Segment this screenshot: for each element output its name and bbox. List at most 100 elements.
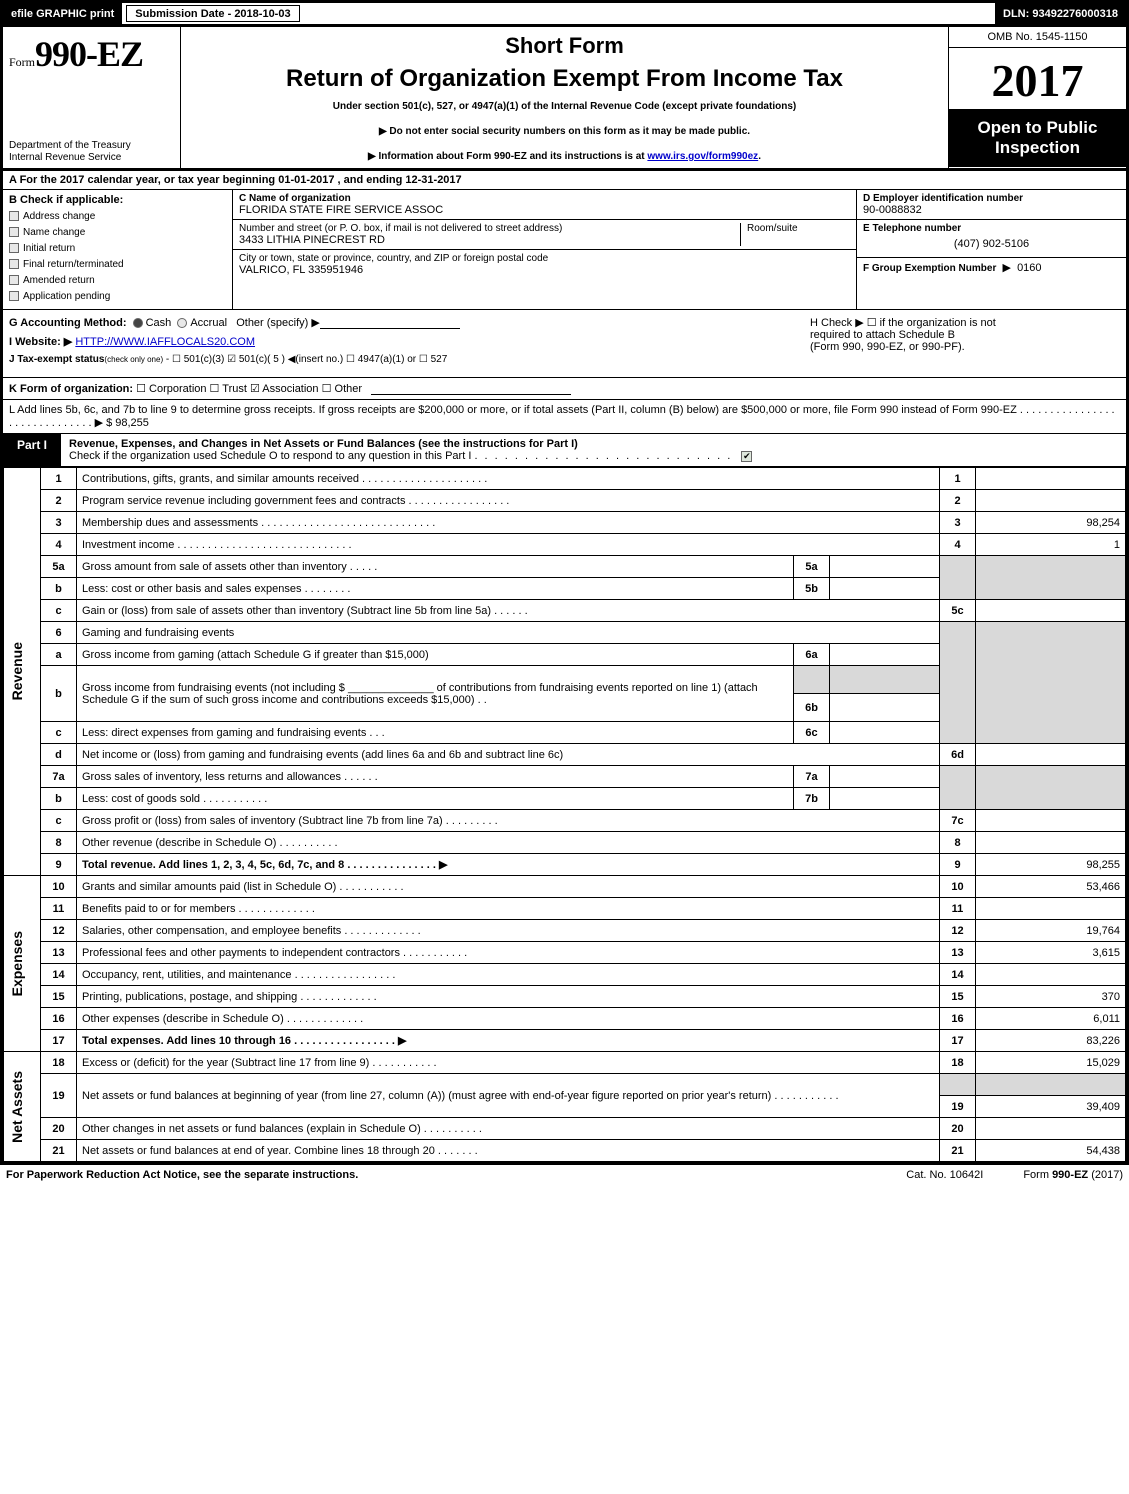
table-row: 11 Benefits paid to or for members . . .… (4, 898, 1126, 920)
line-desc: Less: cost of goods sold . . . . . . . .… (77, 788, 794, 810)
chk-application-pending[interactable]: Application pending (9, 289, 226, 305)
c-street-label: Number and street (or P. O. box, if mail… (239, 223, 740, 234)
chk-label: Name change (23, 227, 85, 238)
line-ref: 19 (940, 1096, 976, 1118)
line-desc: Benefits paid to or for members . . . . … (77, 898, 940, 920)
line-ref: 4 (940, 534, 976, 556)
footer-paperwork: For Paperwork Reduction Act Notice, see … (6, 1169, 358, 1181)
grey-cell (940, 556, 976, 600)
form-990ez-page: efile GRAPHIC print Submission Date - 20… (0, 0, 1129, 1165)
chk-name-change[interactable]: Name change (9, 225, 226, 241)
chk-label: Initial return (23, 243, 75, 254)
line-amount (976, 468, 1126, 490)
c-city: City or town, state or province, country… (233, 250, 856, 279)
table-row: Expenses 10 Grants and similar amounts p… (4, 876, 1126, 898)
submission-date: Submission Date - 2018-10-03 (126, 5, 299, 22)
table-row: c Gain or (loss) from sale of assets oth… (4, 600, 1126, 622)
subline-amount (830, 722, 940, 744)
line-ref: 1 (940, 468, 976, 490)
k-other-line[interactable] (371, 383, 571, 395)
line-desc: Less: cost or other basis and sales expe… (77, 578, 794, 600)
note2-post: . (758, 151, 761, 162)
line-num: 1 (41, 468, 77, 490)
netassets-label: Net Assets (9, 1071, 35, 1143)
line-desc: Gross sales of inventory, less returns a… (77, 766, 794, 788)
line-desc: Grants and similar amounts paid (list in… (77, 876, 940, 898)
part-i-checkbox-icon[interactable] (741, 451, 752, 462)
table-row: 2 Program service revenue including gove… (4, 490, 1126, 512)
chk-address-change[interactable]: Address change (9, 209, 226, 225)
line-ref: 14 (940, 964, 976, 986)
line-desc: Program service revenue including govern… (77, 490, 940, 512)
line-ref: 13 (940, 942, 976, 964)
line-num: 19 (41, 1074, 77, 1118)
line-amount: 370 (976, 986, 1126, 1008)
g-other-line[interactable] (320, 317, 460, 329)
c-room-suite: Room/suite (740, 223, 850, 246)
line-num: 14 (41, 964, 77, 986)
line-desc: Professional fees and other payments to … (77, 942, 940, 964)
line-amount: 54,438 (976, 1140, 1126, 1162)
table-row: 14 Occupancy, rent, utilities, and maint… (4, 964, 1126, 986)
checkbox-icon (9, 275, 19, 285)
table-row: c Gross profit or (loss) from sales of i… (4, 810, 1126, 832)
chk-initial-return[interactable]: Initial return (9, 241, 226, 257)
line-amount: 15,029 (976, 1052, 1126, 1074)
line-amount (976, 810, 1126, 832)
part-i-header: Part I Revenue, Expenses, and Changes in… (3, 434, 1126, 467)
section-c: C Name of organization FLORIDA STATE FIR… (233, 190, 856, 309)
open-to-public: Open to Public Inspection (949, 110, 1126, 167)
table-row: 4 Investment income . . . . . . . . . . … (4, 534, 1126, 556)
c-name-label: C Name of organization (239, 193, 443, 204)
chk-label: Application pending (23, 291, 110, 302)
l-gross-receipts: L Add lines 5b, 6c, and 7b to line 9 to … (3, 400, 1126, 434)
j-label: J Tax-exempt status (9, 354, 104, 365)
e-value: (407) 902-5106 (863, 234, 1120, 254)
line-ref: 9 (940, 854, 976, 876)
subline-amount (830, 556, 940, 578)
revenue-label: Revenue (9, 642, 35, 700)
chk-amended-return[interactable]: Amended return (9, 273, 226, 289)
table-row: 8 Other revenue (describe in Schedule O)… (4, 832, 1126, 854)
chk-final-return[interactable]: Final return/terminated (9, 257, 226, 273)
form-prefix: Form (9, 55, 35, 69)
table-row: 19 Net assets or fund balances at beginn… (4, 1074, 1126, 1096)
line-amount (976, 490, 1126, 512)
g-other: Other (specify) ▶ (236, 317, 320, 329)
line-amount: 98,255 (976, 854, 1126, 876)
line-ref: 20 (940, 1118, 976, 1140)
table-row: 13 Professional fees and other payments … (4, 942, 1126, 964)
line-num: 11 (41, 898, 77, 920)
grey-cell (976, 622, 1126, 744)
section-b: B Check if applicable: Address change Na… (3, 190, 233, 309)
i-website: I Website: ▶ HTTP://WWW.IAFFLOCALS20.COM (9, 335, 810, 348)
row-a-end: 12-31-2017 (405, 174, 461, 186)
line-desc: Printing, publications, postage, and shi… (77, 986, 940, 1008)
page-footer: For Paperwork Reduction Act Notice, see … (0, 1165, 1129, 1185)
line-ref: 11 (940, 898, 976, 920)
expenses-side-label: Expenses (4, 876, 41, 1052)
line-amount: 53,466 (976, 876, 1126, 898)
row-a-mid: , and ending (338, 174, 406, 186)
g-accrual: Accrual (190, 317, 227, 329)
grey-cell (940, 622, 976, 744)
line-desc: Total expenses. Add lines 10 through 16 … (77, 1030, 940, 1052)
topbar-spacer (300, 3, 995, 24)
line-desc: Gain or (loss) from sale of assets other… (77, 600, 940, 622)
chk-label: Address change (23, 211, 95, 222)
subline-num: 7b (794, 788, 830, 810)
h-line1: H Check ▶ ☐ if the organization is not (810, 316, 1120, 329)
instructions-link[interactable]: www.irs.gov/form990ez (647, 151, 758, 162)
line-num: b (41, 578, 77, 600)
d-ein: D Employer identification number 90-0088… (857, 190, 1126, 220)
line-num: 2 (41, 490, 77, 512)
website-link[interactable]: HTTP://WWW.IAFFLOCALS20.COM (75, 336, 255, 348)
table-row: 20 Other changes in net assets or fund b… (4, 1118, 1126, 1140)
radio-accrual-icon[interactable] (177, 318, 187, 328)
line-num: 18 (41, 1052, 77, 1074)
line-desc: Less: direct expenses from gaming and fu… (77, 722, 794, 744)
radio-cash-icon[interactable] (133, 318, 143, 328)
line-desc: Membership dues and assessments . . . . … (77, 512, 940, 534)
line-amount: 39,409 (976, 1096, 1126, 1118)
dept-line2: Internal Revenue Service (9, 152, 174, 164)
